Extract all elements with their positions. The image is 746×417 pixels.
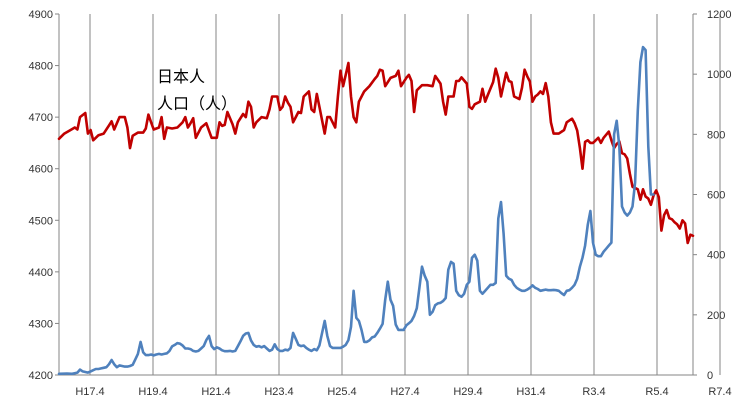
left-tick-label: 4800	[29, 61, 53, 73]
annotation-line-1: 日本人	[157, 67, 205, 86]
right-tick-label: 400	[707, 250, 725, 262]
left-tick-label: 4400	[29, 267, 53, 279]
left-tick-label: 4200	[29, 370, 53, 382]
x-tick-label: H17.4	[75, 386, 104, 398]
x-tick-label: R7.4	[708, 386, 731, 398]
x-tick-label: R5.4	[645, 386, 668, 398]
x-tick-label: R3.4	[582, 386, 605, 398]
plot-area	[59, 14, 693, 375]
left-tick-label: 4700	[29, 112, 53, 124]
x-axis-ticks: H17.4 H19.4 H21.4 H23.4 H25.4 H27.4 H29.4 H31.4…	[75, 386, 731, 398]
right-tick-label: 0	[707, 370, 713, 382]
x-tick-label: H29.4	[453, 386, 482, 398]
series-lines	[57, 45, 695, 376]
right-tick-label: 600	[707, 190, 725, 202]
left-tick-label: 4900	[29, 9, 53, 21]
left-axis-ticks: 4200 4300 4400 4500 4600 4700 4800 4900	[29, 9, 59, 382]
left-tick-label: 4500	[29, 215, 53, 227]
right-tick-label: 800	[707, 129, 725, 141]
vertical-gridlines	[89, 14, 721, 375]
x-tick-label: H27.4	[390, 386, 419, 398]
left-tick-label: 4600	[29, 164, 53, 176]
right-tick-label: 200	[707, 310, 725, 322]
x-tick-label: H31.4	[516, 386, 545, 398]
x-tick-label: H21.4	[201, 386, 230, 398]
right-axis-ticks: 0 200 400 600 800 1000 1200	[693, 9, 731, 382]
series-line-japanese	[57, 61, 695, 245]
left-tick-label: 4300	[29, 318, 53, 330]
x-tick-label: H23.4	[264, 386, 293, 398]
x-tick-label: H25.4	[327, 386, 356, 398]
x-tick-label: H19.4	[138, 386, 167, 398]
series-annotation: 日本人 人口（人）	[157, 67, 237, 113]
right-tick-label: 1200	[707, 9, 731, 21]
right-tick-label: 1000	[707, 69, 731, 81]
series-line-foreign	[57, 45, 655, 376]
annotation-line-2: 人口（人）	[157, 94, 237, 113]
